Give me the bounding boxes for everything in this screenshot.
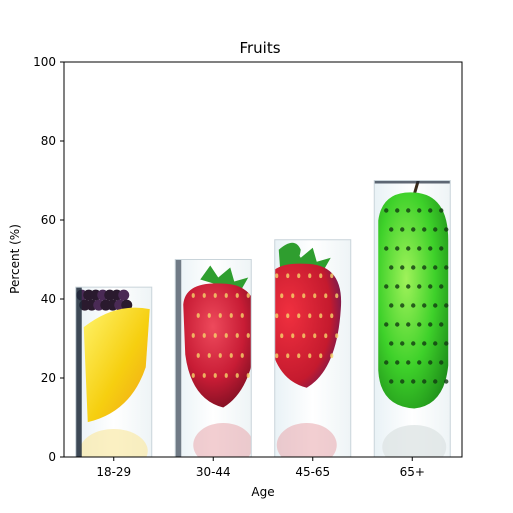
x-axis: 18-29 30-44 45-65 65+ [96,457,425,479]
bar-45-65 [274,239,352,458]
y-tick-label: 80 [41,134,56,148]
x-tick-label: 18-29 [96,465,131,479]
y-tick-label: 100 [33,55,56,69]
chart-title: Fruits [239,39,280,57]
y-tick-label: 40 [41,292,56,306]
y-axis: 0 20 40 60 80 100 [33,55,64,464]
y-tick-label: 60 [41,213,56,227]
y-tick-label: 20 [41,371,56,385]
plot-frame [63,61,463,458]
x-axis-label: Age [251,485,274,499]
bar-18-29 [75,286,153,458]
x-tick-label: 45-65 [295,465,330,479]
bars-layer [75,180,451,458]
y-tick-label: 0 [48,450,56,464]
bar-65+ [373,180,451,458]
x-tick-label: 65+ [400,465,425,479]
bar-30-44 [174,259,252,458]
x-tick-label: 30-44 [196,465,231,479]
y-axis-label: Percent (%) [8,224,22,294]
